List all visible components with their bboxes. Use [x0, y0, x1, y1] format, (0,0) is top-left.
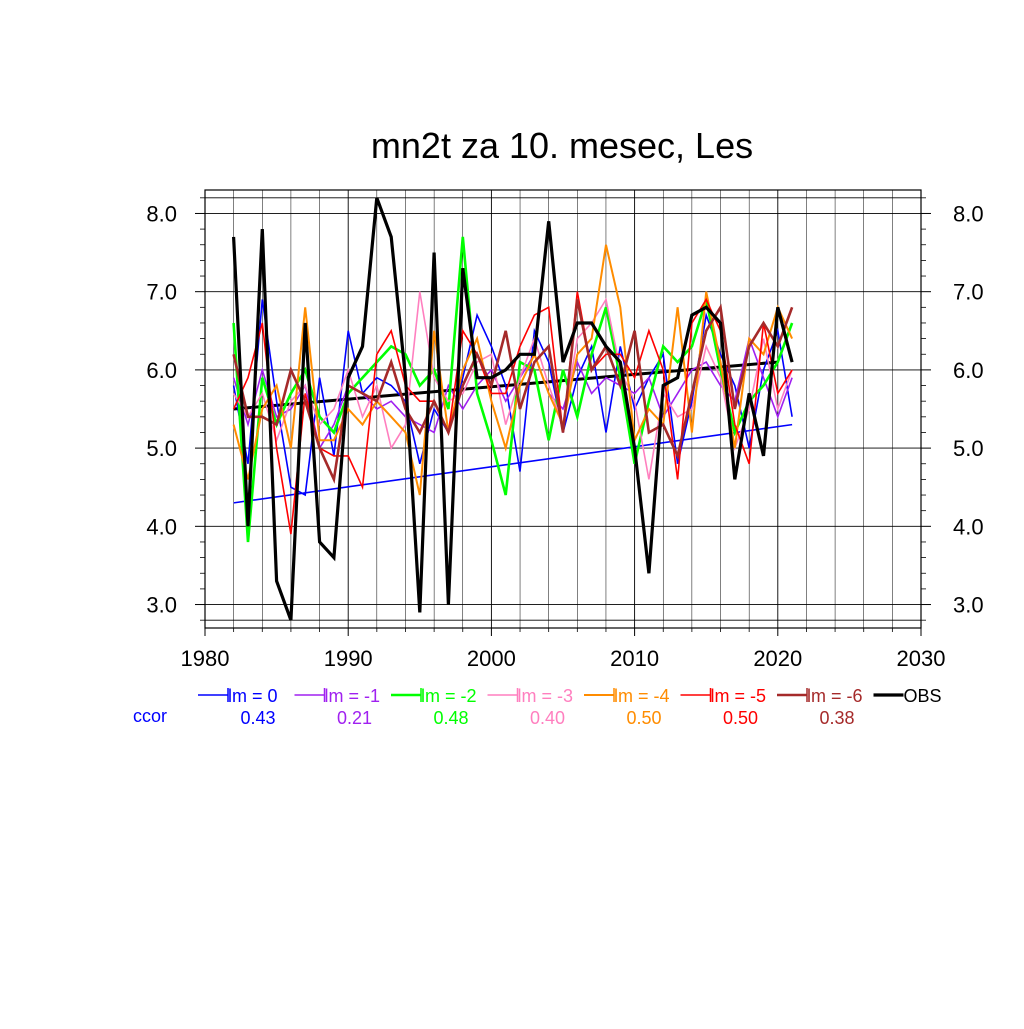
- x-tick-label: 2000: [467, 646, 516, 671]
- y-tick-label-right: 3.0: [953, 593, 984, 618]
- series-line-6: [232, 299, 794, 484]
- legend-ccor-6: 0.38: [819, 708, 854, 728]
- legend-label-7: OBS: [904, 686, 942, 706]
- legend-label-3: lm = -3: [518, 686, 574, 706]
- y-tick-label-left: 7.0: [146, 280, 177, 305]
- legend-label-5: lm = -5: [711, 686, 767, 706]
- series-line-3: [232, 291, 793, 480]
- legend-label-6: lm = -6: [807, 686, 863, 706]
- y-tick-label-left: 4.0: [146, 514, 177, 539]
- trend-line-0: [233, 423, 793, 504]
- chart-title: mn2t za 10. mesec, Les: [371, 125, 753, 166]
- series-line-2: [232, 236, 794, 543]
- axes: 1980 1990 2000 2010 2020 2030 3.0 3.0 4.0 4.0 5.0 5…: [146, 189, 984, 671]
- y-tick-label-right: 8.0: [953, 201, 984, 226]
- y-tick-label-right: 5.0: [953, 436, 984, 461]
- series-line-7: [232, 197, 794, 621]
- x-tick-label: 1980: [181, 646, 230, 671]
- legend-ccor-5: 0.50: [723, 708, 758, 728]
- x-tick-label: 2020: [753, 646, 802, 671]
- x-tick-label: 2030: [897, 646, 946, 671]
- legend-label-2: lm = -2: [421, 686, 477, 706]
- legend-ccor-2: 0.48: [433, 708, 468, 728]
- x-tick-label: 2010: [610, 646, 659, 671]
- x-tick-label: 1990: [324, 646, 373, 671]
- legend-ccor-0: 0.43: [240, 708, 275, 728]
- y-tick-label-right: 7.0: [953, 280, 984, 305]
- legend-ccor-3: 0.40: [530, 708, 565, 728]
- legend-label-4: lm = -4: [614, 686, 670, 706]
- legend: ccor lm = 00.43 lm = -10.21 lm = -20.48 lm =…: [133, 686, 942, 728]
- ccor-label: ccor: [133, 706, 167, 726]
- legend-label-0: lm = 0: [228, 686, 278, 706]
- y-tick-label-right: 4.0: [953, 514, 984, 539]
- y-tick-label-right: 6.0: [953, 358, 984, 383]
- series-lines: [232, 197, 794, 621]
- legend-ccor-4: 0.50: [626, 708, 661, 728]
- plot-frame: [204, 189, 922, 629]
- y-tick-label-left: 8.0: [146, 201, 177, 226]
- y-tick-label-left: 5.0: [146, 436, 177, 461]
- legend-ccor-1: 0.21: [337, 708, 372, 728]
- legend-label-1: lm = -1: [325, 686, 381, 706]
- y-tick-label-left: 3.0: [146, 593, 177, 618]
- y-tick-label-left: 6.0: [146, 358, 177, 383]
